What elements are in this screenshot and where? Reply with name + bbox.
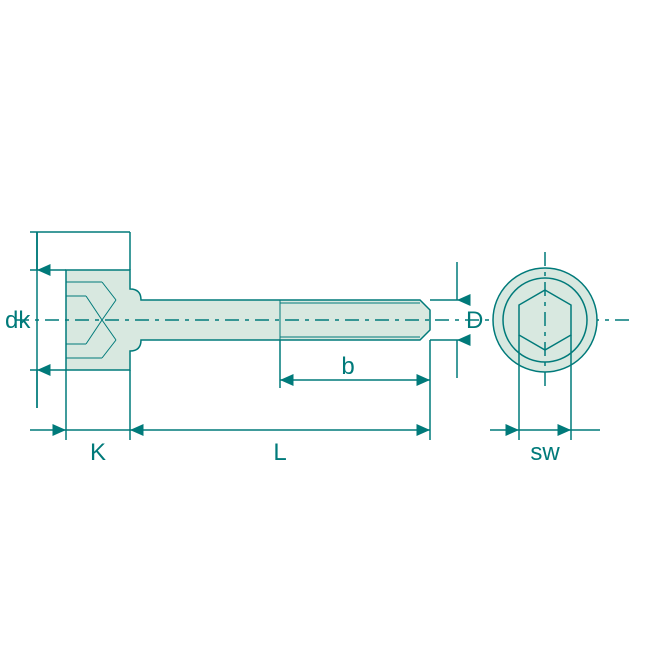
end-view [493, 252, 597, 388]
drawing-canvas: dk D b K L sw [0, 0, 650, 650]
label-K: K [90, 439, 106, 466]
label-dk: dk [5, 307, 31, 334]
label-D: D [466, 307, 483, 334]
dim-b [280, 340, 430, 388]
label-sw: sw [530, 439, 560, 466]
label-L: L [273, 439, 286, 466]
label-b: b [341, 353, 354, 380]
